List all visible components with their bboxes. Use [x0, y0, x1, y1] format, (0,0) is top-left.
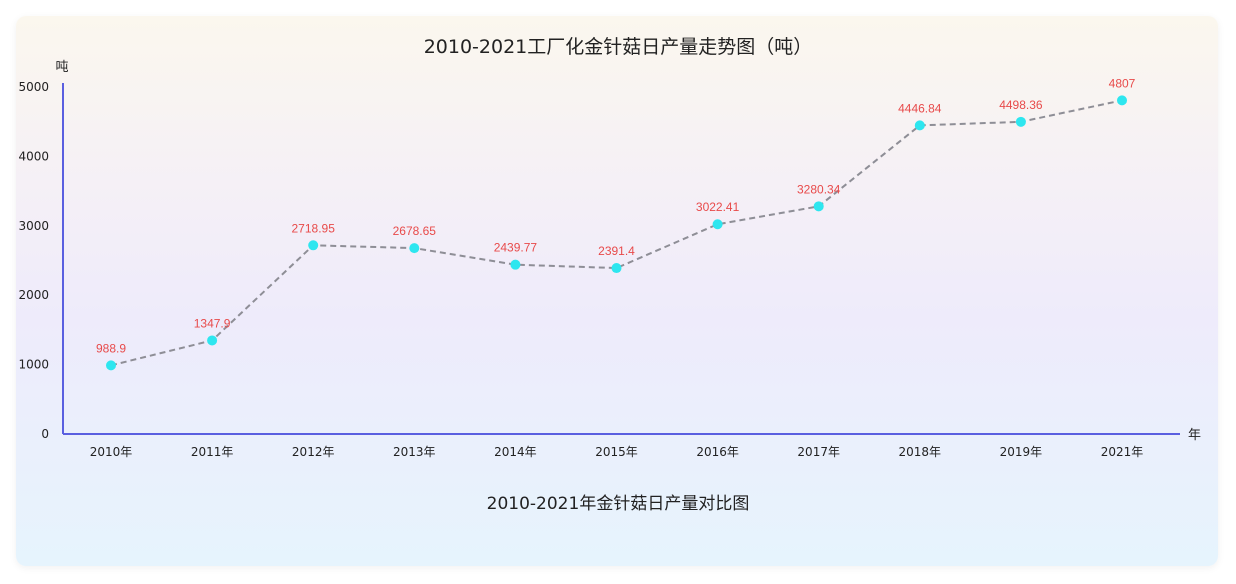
data-point — [914, 120, 925, 131]
x-tick-label: 2021年 — [1101, 445, 1144, 459]
x-tick-label: 2019年 — [1000, 445, 1043, 459]
chart-title: 2010-2021工厂化金针菇日产量走势图（吨） — [424, 36, 813, 58]
data-label: 3022.41 — [696, 200, 740, 214]
x-tick-label: 2010年 — [90, 445, 133, 459]
series-path — [110, 99, 1123, 367]
data-label: 2391.4 — [598, 244, 635, 258]
x-tick-label: 2014年 — [494, 445, 537, 459]
x-tick-label: 2012年 — [292, 445, 335, 459]
data-point — [813, 201, 824, 212]
x-tick-label: 2018年 — [899, 445, 942, 459]
data-point — [712, 219, 723, 230]
data-point — [1015, 116, 1026, 127]
chart-card — [16, 16, 1218, 566]
axes — [62, 83, 1180, 435]
y-tick-label: 1000 — [18, 358, 49, 372]
data-point — [106, 360, 116, 371]
data-label: 4807 — [1109, 76, 1136, 90]
data-label: 3280.34 — [797, 182, 841, 196]
y-axis-ticks: 0 1000 2000 3000 4000 5000 — [18, 80, 49, 441]
data-label: 988.9 — [96, 341, 126, 355]
data-label: 4446.84 — [898, 101, 942, 115]
data-point — [510, 259, 521, 270]
x-tick-label: 2013年 — [393, 445, 436, 459]
y-tick-label: 4000 — [18, 149, 49, 163]
x-axis-unit-label: 年 — [1188, 428, 1201, 443]
series-line — [110, 99, 1123, 367]
data-point — [207, 335, 218, 346]
data-point — [409, 243, 420, 254]
data-label: 1347.9 — [194, 316, 231, 330]
data-point — [308, 240, 319, 251]
chart-subtitle: 2010-2021年金针菇日产量对比图 — [487, 494, 750, 514]
y-tick-label: 2000 — [18, 288, 49, 302]
data-point — [1117, 95, 1127, 106]
data-point — [611, 263, 622, 274]
x-tick-label: 2017年 — [797, 445, 840, 459]
data-label: 4498.36 — [999, 98, 1043, 112]
x-tick-label: 2015年 — [595, 445, 638, 459]
data-label: 2439.77 — [494, 241, 538, 255]
y-tick-label: 5000 — [18, 80, 49, 94]
x-tick-label: 2016年 — [696, 445, 739, 459]
y-axis-unit-label: 吨 — [55, 60, 68, 75]
y-tick-label: 0 — [41, 427, 49, 441]
data-points — [106, 95, 1127, 371]
data-label: 2678.65 — [393, 224, 437, 238]
data-label: 2718.95 — [292, 221, 336, 235]
data-labels: 988.9 1347.9 2718.95 2678.65 2439.77 2391.4 30… — [96, 76, 1136, 355]
x-axis-ticks: 2010年 2011年 2012年 2013年 2014年 2015年 2016年 2017年… — [90, 445, 1144, 459]
x-tick-label: 2011年 — [191, 445, 234, 459]
y-tick-label: 3000 — [18, 219, 49, 233]
